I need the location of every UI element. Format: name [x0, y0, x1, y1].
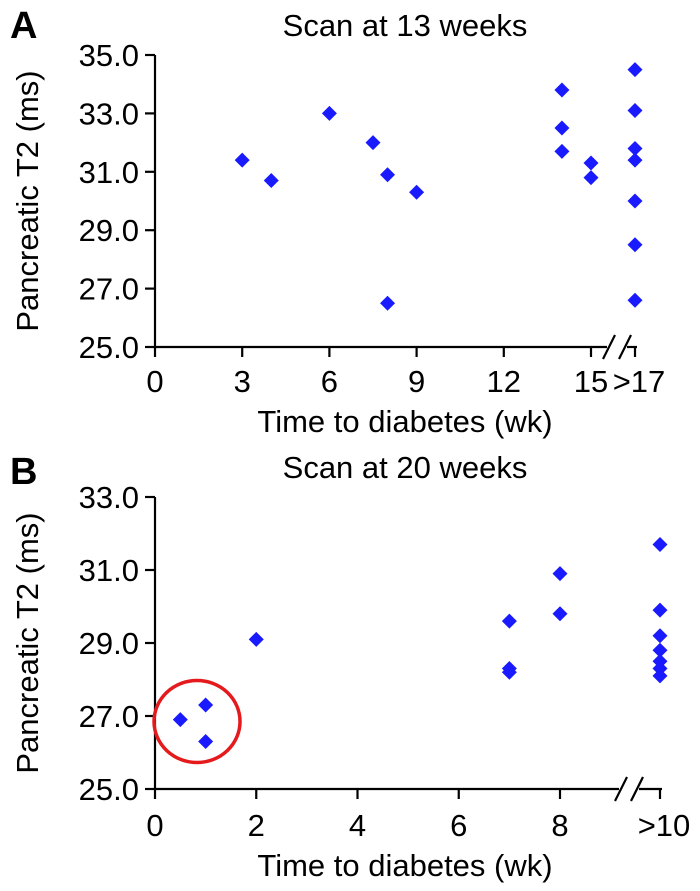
data-point [321, 105, 337, 121]
data-point [554, 120, 570, 136]
x-tick-label: 9 [408, 364, 425, 399]
y-tick-label: 29.0 [79, 213, 139, 248]
data-point [552, 606, 568, 622]
axis-break-slash [614, 776, 628, 802]
data-point [583, 155, 599, 171]
x-tick-label: 12 [487, 364, 521, 399]
x-axis-label: Time to diabetes (wk) [257, 848, 552, 883]
y-tick-label: 27.0 [79, 272, 139, 307]
y-axis-label: Pancreatic T2 (ms) [10, 512, 45, 773]
data-point [365, 135, 381, 151]
data-point [248, 631, 264, 647]
y-tick-label: 35.0 [79, 38, 139, 73]
axis-break-mark [602, 334, 632, 360]
data-point [627, 62, 643, 78]
data-point [380, 167, 396, 183]
x-tick-label: 3 [234, 364, 251, 399]
data-point [409, 184, 425, 200]
data-point [198, 734, 214, 750]
data-point [652, 602, 668, 618]
chart-title: Scan at 13 weeks [283, 8, 528, 43]
panel-b: B Scan at 20 weeks 25.0 27.0 29.0 31.0 33.0 0 2 4… [10, 450, 690, 883]
chart-title: Scan at 20 weeks [283, 450, 528, 485]
data-point [554, 82, 570, 98]
data-point [652, 668, 668, 684]
data-point [627, 237, 643, 253]
data-point [380, 295, 396, 311]
y-tick-label: 33.0 [79, 480, 139, 515]
x-tick-label: 6 [450, 808, 467, 843]
axis-break-slash [618, 334, 632, 360]
x-tick-label: 0 [146, 808, 163, 843]
y-tick-label: 25.0 [79, 330, 139, 365]
data-point [501, 661, 517, 677]
highlight-circle [152, 678, 242, 765]
x-tick-label: 2 [248, 808, 265, 843]
data-point [627, 102, 643, 118]
x-tick-label: 6 [321, 364, 338, 399]
axis-break-mark [614, 776, 644, 802]
y-tick-label: 25.0 [79, 772, 139, 807]
data-point [627, 152, 643, 168]
x-tick-label-break: >10 [638, 808, 691, 843]
panel-a: A Scan at 13 weeks 25.0 27.0 29.0 31.0 33.0 35.… [10, 5, 665, 439]
x-tick-label-break: >17 [613, 364, 666, 399]
y-tick-label: 27.0 [79, 699, 139, 734]
y-tick-label: 31.0 [79, 553, 139, 588]
y-tick-label: 33.0 [79, 96, 139, 131]
data-point [627, 292, 643, 308]
panel-label: A [10, 5, 37, 47]
data-point [652, 642, 668, 658]
x-tick-label: 8 [551, 808, 568, 843]
data-point [552, 566, 568, 582]
data-point [583, 170, 599, 186]
data-point [198, 697, 214, 713]
axis-break-slash [630, 776, 644, 802]
x-tick-label: 0 [146, 364, 163, 399]
data-point [652, 628, 668, 644]
data-point [172, 712, 188, 728]
x-tick-label: 4 [349, 808, 366, 843]
data-point [627, 193, 643, 209]
data-point [234, 152, 250, 168]
panel-label: B [10, 451, 37, 493]
data-point [652, 536, 668, 552]
x-axis-label: Time to diabetes (wk) [257, 404, 552, 439]
y-tick-label: 29.0 [79, 626, 139, 661]
axis-break-slash [602, 334, 616, 360]
data-point [501, 613, 517, 629]
y-tick-label: 31.0 [79, 155, 139, 190]
data-point [627, 140, 643, 156]
y-axis-label: Pancreatic T2 (ms) [10, 70, 45, 331]
data-point [554, 143, 570, 159]
x-tick-label: 15 [574, 364, 608, 399]
data-point [263, 173, 279, 189]
